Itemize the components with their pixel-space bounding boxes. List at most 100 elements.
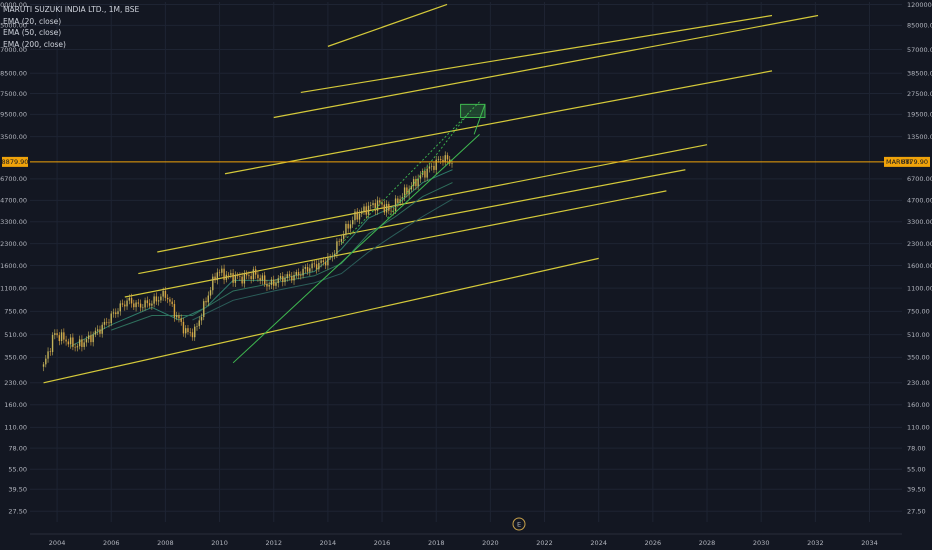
x-tick-label: 2032 bbox=[807, 539, 824, 547]
ema20-line[interactable] bbox=[70, 169, 453, 347]
x-tick-label: 2028 bbox=[699, 539, 716, 547]
channel-line[interactable] bbox=[300, 14, 773, 94]
candle-body bbox=[284, 278, 286, 283]
candle-body bbox=[430, 165, 433, 167]
candle-body bbox=[279, 276, 282, 279]
candle-body bbox=[297, 272, 300, 276]
candle-body bbox=[419, 174, 422, 179]
candle-body bbox=[51, 334, 54, 352]
candle-body bbox=[72, 337, 74, 347]
candle-body bbox=[263, 275, 266, 285]
y-tick-label-left: 39.50 bbox=[8, 486, 27, 494]
price-tag-right-value[interactable]: 8879.90 bbox=[901, 158, 928, 166]
candle-body bbox=[83, 342, 85, 347]
legend-ema20[interactable]: EMA (20, close) bbox=[3, 16, 62, 26]
candle-body bbox=[142, 307, 144, 309]
projection-line[interactable] bbox=[341, 101, 480, 244]
legend-ema50[interactable]: EMA (50, close) bbox=[3, 28, 62, 37]
trend-line[interactable] bbox=[232, 133, 480, 364]
channel-line[interactable] bbox=[43, 257, 599, 384]
candle-body bbox=[451, 163, 453, 164]
price-tag-right-bg bbox=[884, 156, 930, 167]
y-tick-label-right: 57000.00 bbox=[907, 46, 932, 54]
candle-body bbox=[94, 330, 97, 335]
ema200-line[interactable] bbox=[192, 198, 453, 321]
candle-body bbox=[311, 263, 313, 269]
y-tick-label-left: 6700.00 bbox=[0, 175, 27, 183]
channel-line[interactable] bbox=[273, 14, 819, 119]
channel-line[interactable] bbox=[157, 144, 708, 253]
candle-body bbox=[223, 268, 225, 280]
candle-body bbox=[139, 303, 142, 308]
price-tag-left[interactable]: 8879.90 bbox=[2, 158, 29, 166]
candle-body bbox=[169, 299, 171, 302]
candle-body bbox=[300, 275, 302, 277]
y-tick-label-right: 110.00 bbox=[907, 424, 930, 432]
candle-body bbox=[112, 312, 115, 314]
candle-body bbox=[42, 364, 45, 367]
candle-body bbox=[232, 273, 234, 283]
candle-body bbox=[363, 206, 365, 212]
y-tick-label-right: 350.00 bbox=[907, 354, 930, 362]
legend-title[interactable]: MARUTI SUZUKI INDIA LTD., 1M, BSE bbox=[3, 5, 140, 14]
x-tick-label: 2024 bbox=[590, 539, 607, 547]
y-tick-label-right: 27500.00 bbox=[907, 90, 932, 98]
earnings-marker[interactable]: E bbox=[517, 520, 521, 528]
candle-body bbox=[302, 268, 304, 276]
candle-body bbox=[205, 301, 207, 303]
candle-body bbox=[381, 202, 383, 205]
candle-body bbox=[266, 284, 268, 287]
y-tick-label-right: 39.50 bbox=[907, 486, 926, 494]
y-tick-label-right: 4700.00 bbox=[907, 197, 932, 205]
candle-body bbox=[65, 339, 67, 342]
candle-body bbox=[128, 297, 130, 301]
legend-ema200[interactable]: EMA (200, close) bbox=[3, 39, 66, 49]
y-tick-label-right: 13500.00 bbox=[907, 133, 932, 141]
y-tick-label-left: 85000.00 bbox=[0, 22, 27, 30]
candle-body bbox=[180, 318, 182, 322]
candle-body bbox=[155, 296, 158, 302]
x-tick-label: 2020 bbox=[482, 539, 499, 547]
candle-body bbox=[239, 276, 241, 277]
candle-body bbox=[78, 339, 81, 347]
candle-body bbox=[277, 278, 279, 283]
candle-body bbox=[442, 159, 444, 162]
candle-body bbox=[76, 346, 79, 348]
candle-body bbox=[365, 206, 367, 215]
y-tick-label-left: 57000.00 bbox=[0, 46, 27, 54]
y-tick-label-left: 110.00 bbox=[4, 424, 27, 432]
y-tick-label-right: 120000.00 bbox=[907, 1, 932, 9]
y-axis-left: 120000.00 85000.00 57000.00 38500.00 27500.0… bbox=[0, 1, 27, 516]
target-box[interactable] bbox=[460, 103, 486, 119]
candle-body bbox=[415, 179, 417, 187]
y-tick-label-left: 27500.00 bbox=[0, 90, 27, 98]
x-tick-label: 2016 bbox=[374, 539, 391, 547]
channel-line[interactable] bbox=[138, 169, 686, 275]
price-tag-right-symbol[interactable]: MARUTI bbox=[886, 158, 911, 166]
candle-body bbox=[331, 256, 334, 258]
candle-body bbox=[49, 351, 52, 352]
candle-body bbox=[257, 274, 259, 279]
candle-body bbox=[349, 224, 352, 229]
candle-body bbox=[230, 273, 232, 275]
candle-body bbox=[379, 200, 381, 203]
candle-body bbox=[171, 301, 173, 305]
channel-line[interactable] bbox=[224, 70, 773, 175]
y-tick-label-left: 1100.00 bbox=[0, 284, 27, 292]
y-tick-label-right: 1600.00 bbox=[907, 262, 932, 270]
candle-body bbox=[397, 198, 399, 203]
candle-body bbox=[367, 205, 370, 215]
ema-lines bbox=[70, 169, 453, 347]
candle-body bbox=[245, 273, 248, 276]
earnings-marker-circle[interactable] bbox=[512, 517, 526, 531]
candle-body bbox=[333, 254, 336, 257]
candle-body bbox=[175, 315, 178, 318]
y-axis-right: 120000.00 85000.00 57000.00 38500.00 27500.0… bbox=[907, 1, 932, 516]
candle-body bbox=[385, 203, 388, 213]
candle-body bbox=[160, 296, 162, 301]
x-tick-label: 2004 bbox=[49, 539, 66, 547]
trend-line[interactable] bbox=[473, 104, 486, 135]
channel-line[interactable] bbox=[327, 3, 448, 47]
candle-body bbox=[108, 322, 110, 324]
